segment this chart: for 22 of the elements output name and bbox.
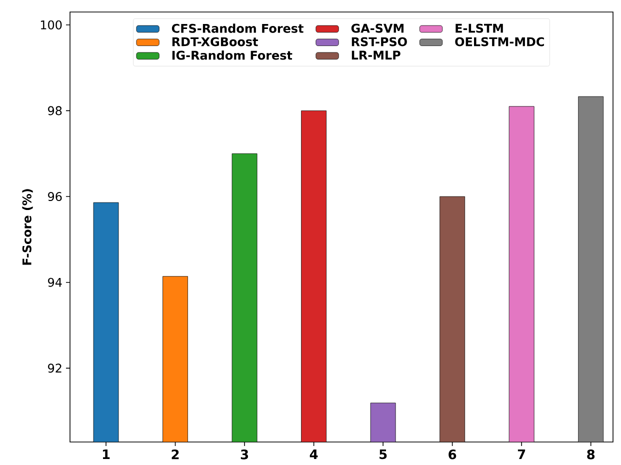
- y-tick-label: 94: [48, 278, 62, 287]
- x-tick-label: 5: [380, 450, 387, 460]
- x-tick-label: 8: [587, 450, 595, 460]
- legend-label: E-LSTM: [456, 24, 503, 33]
- y-tick-label: 92: [48, 364, 62, 373]
- y-tick-label: 96: [48, 192, 62, 202]
- y-tick-label: 98: [48, 106, 62, 116]
- legend-label: RST-PSO: [352, 37, 407, 46]
- x-tick-label: 3: [240, 450, 248, 460]
- y-axis-title: F-Score (%): [22, 189, 33, 265]
- x-tick-label: 6: [448, 450, 456, 460]
- x-tick-label: 4: [310, 450, 318, 459]
- x-tick-label: 1: [102, 450, 110, 459]
- legend-label: RDT-XGBoost: [172, 37, 258, 46]
- legend-label: OELSTM-MDC: [455, 37, 544, 46]
- legend-label: CFS-Random Forest: [172, 24, 304, 33]
- x-tick-label: 7: [518, 450, 526, 459]
- legend-label: IG-Random Forest: [172, 50, 292, 60]
- legend-label: GA-SVM: [351, 24, 404, 33]
- x-tick-label: 2: [172, 450, 179, 460]
- y-tick-label: 100: [40, 20, 62, 30]
- legend-label: LR-MLP: [352, 50, 400, 60]
